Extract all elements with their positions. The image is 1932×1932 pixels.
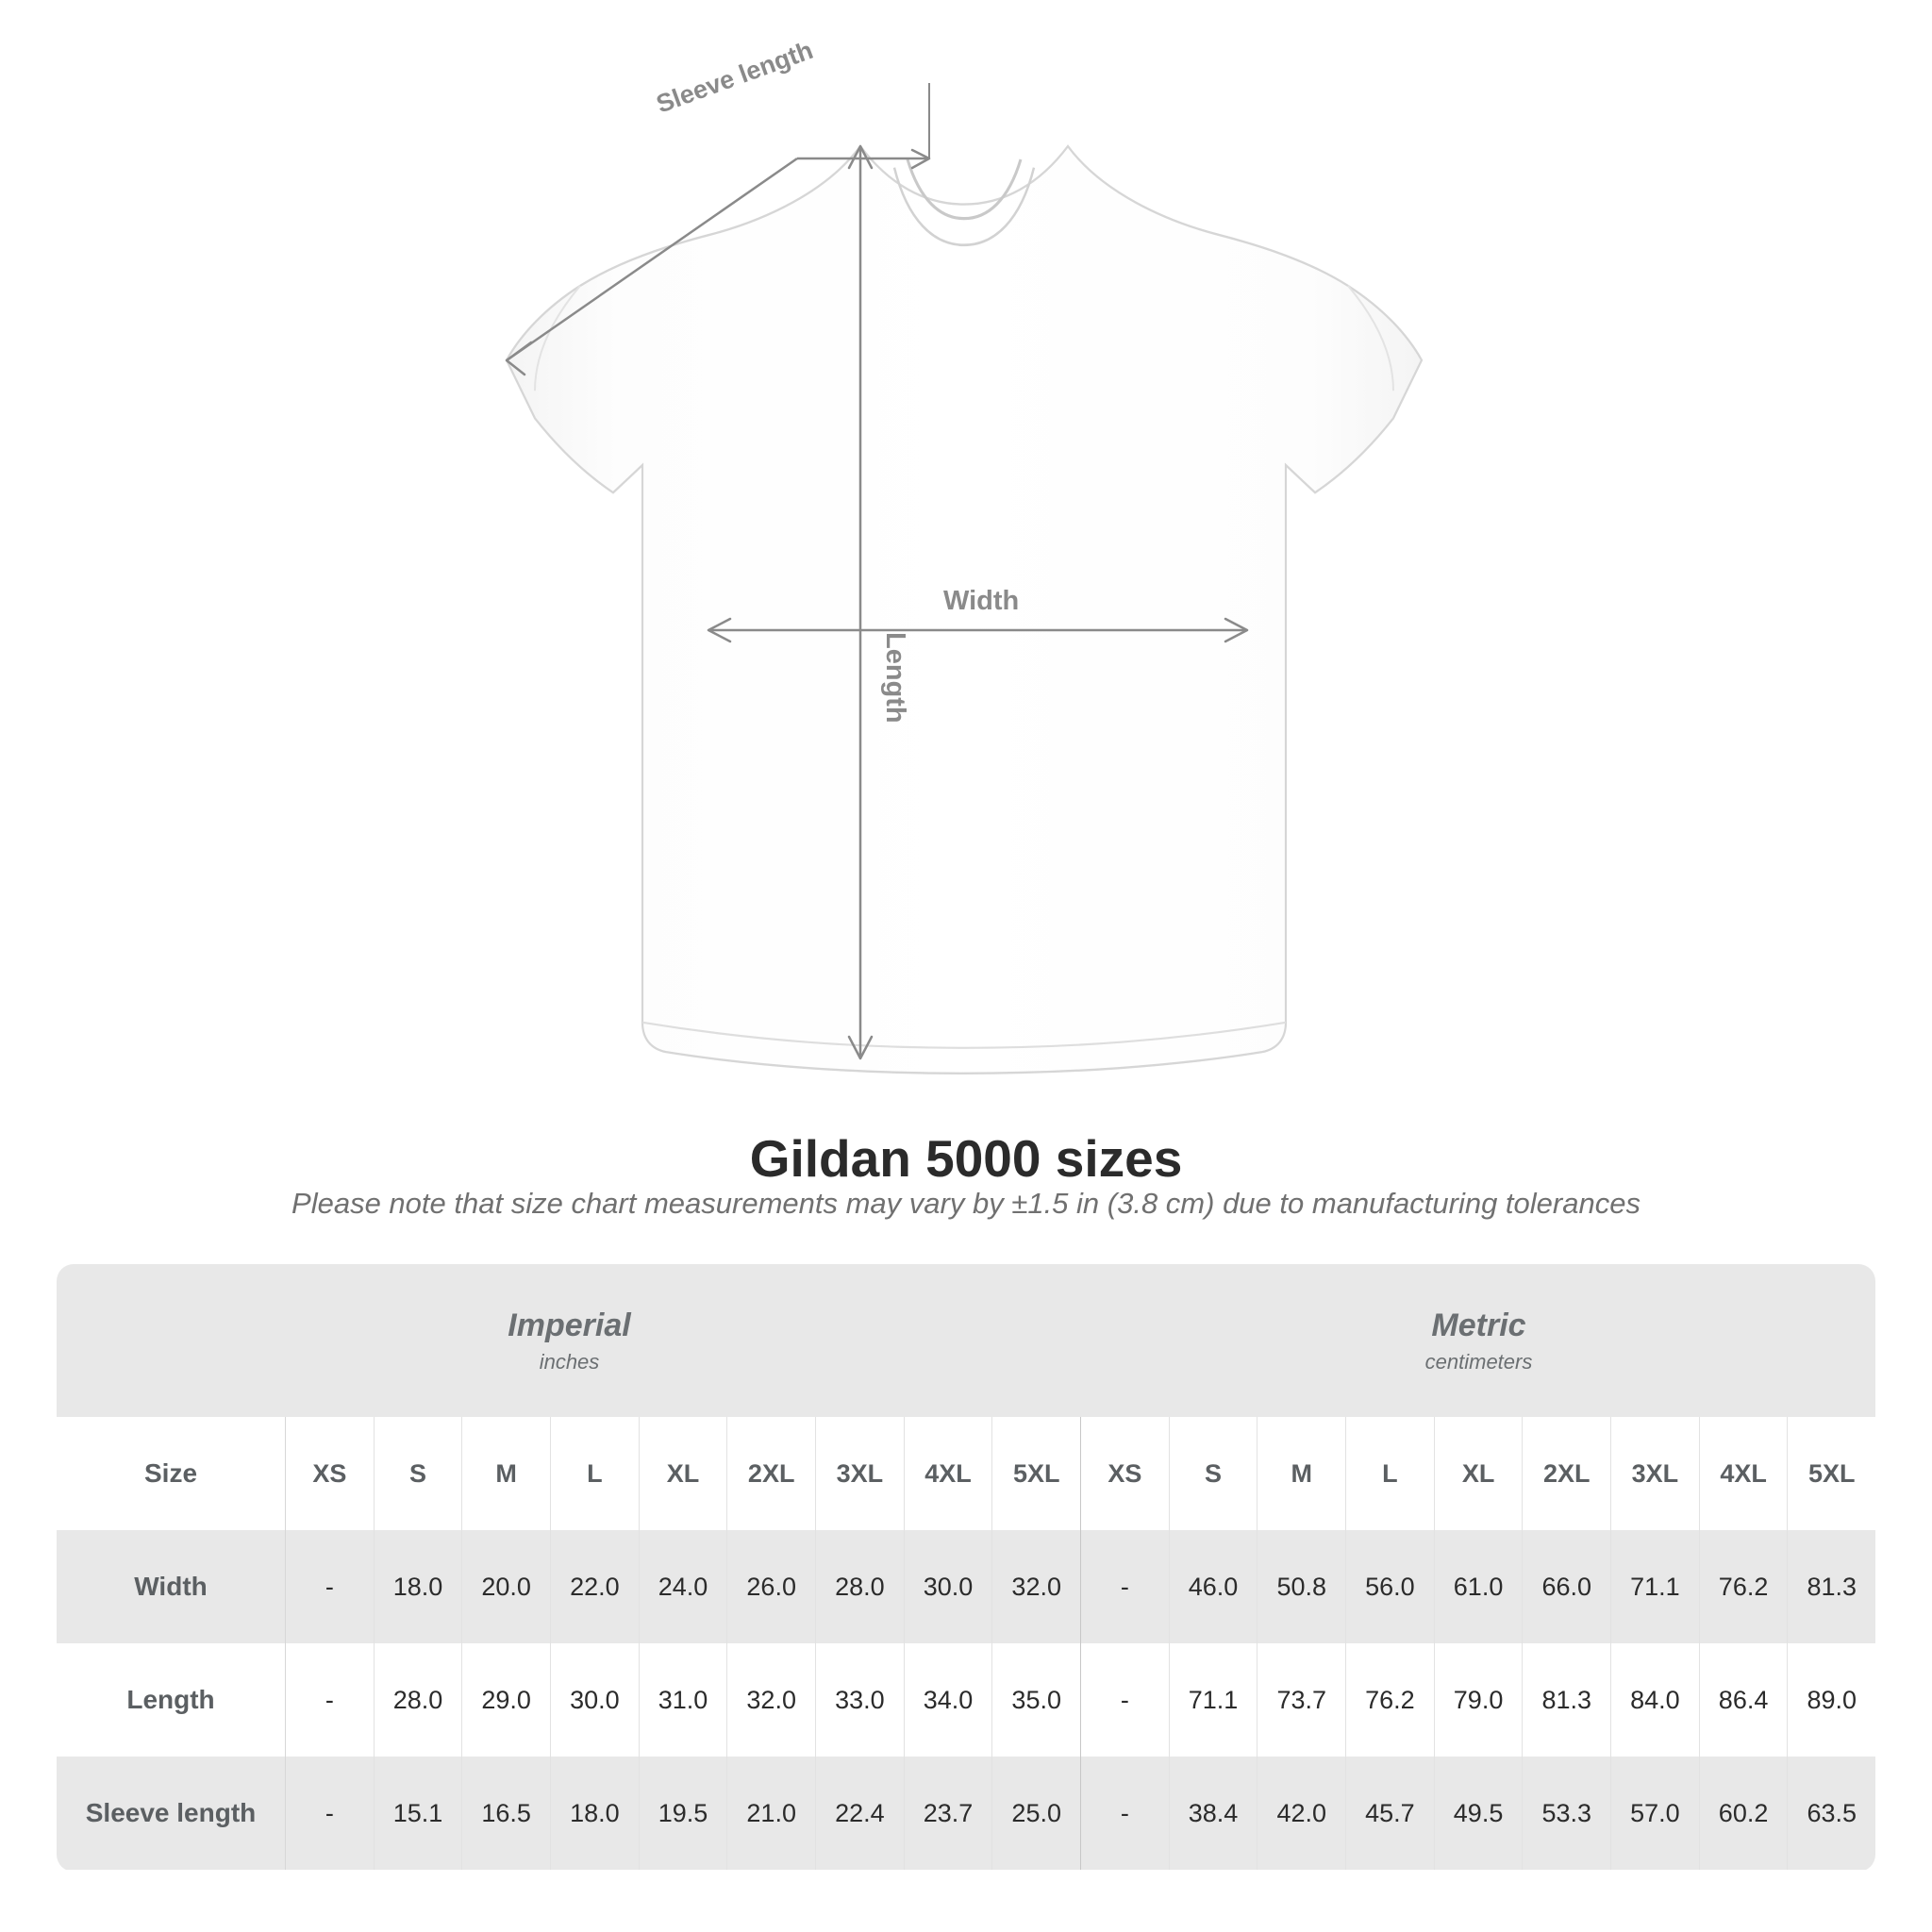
svg-text:Width: Width — [943, 586, 1019, 616]
svg-text:Length: Length — [880, 632, 910, 724]
svg-text:Sleeve length: Sleeve length — [653, 36, 817, 119]
